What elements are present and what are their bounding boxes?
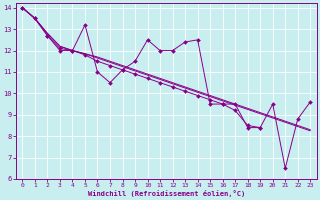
X-axis label: Windchill (Refroidissement éolien,°C): Windchill (Refroidissement éolien,°C) bbox=[88, 190, 245, 197]
